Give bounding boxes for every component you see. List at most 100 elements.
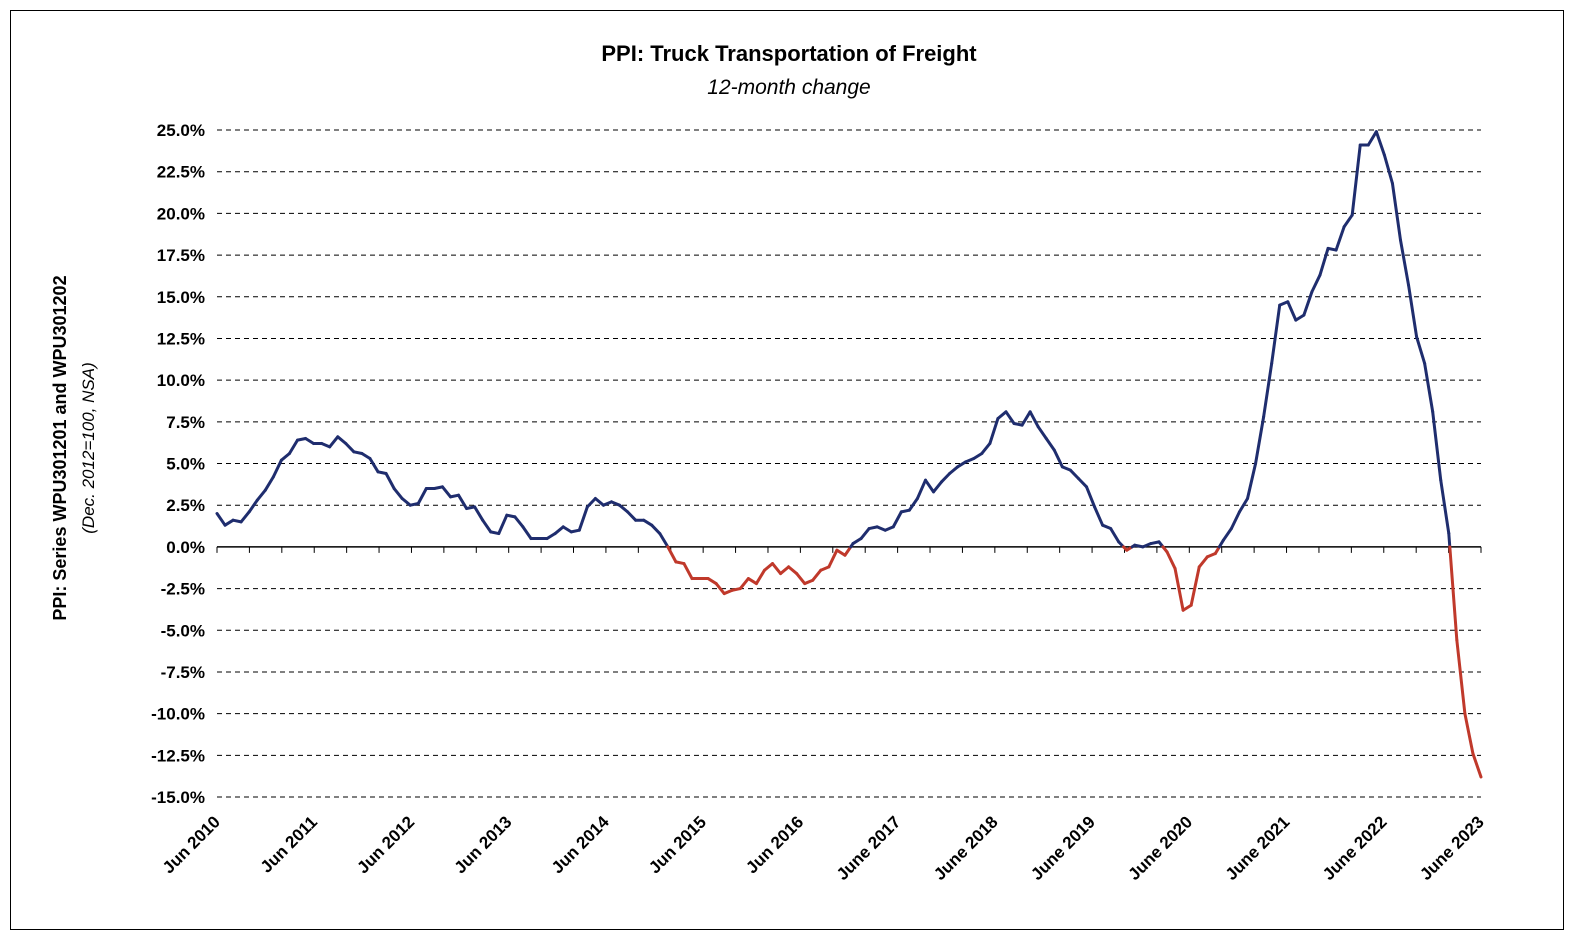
x-tick-label: June 2021 xyxy=(1222,812,1294,884)
series-segment xyxy=(328,435,340,449)
series-segment xyxy=(658,532,670,549)
y-tick-label: 5.0% xyxy=(166,455,205,474)
series-segment xyxy=(626,510,638,522)
series-segment xyxy=(1262,361,1274,419)
series-segment xyxy=(1189,565,1201,607)
y-tick-label: 12.5% xyxy=(157,329,205,348)
series-segment xyxy=(1415,335,1427,365)
series-segment xyxy=(1221,527,1233,542)
series-segment xyxy=(642,518,654,527)
chart-title: PPI: Truck Transportation of Freight xyxy=(601,41,977,66)
series-segment xyxy=(1366,130,1378,147)
series-segment xyxy=(618,503,630,514)
series-segment xyxy=(948,465,960,476)
series-segment xyxy=(1374,130,1386,157)
series-segment xyxy=(1068,468,1080,481)
series-segment xyxy=(1052,448,1064,469)
series-segment xyxy=(1382,153,1394,185)
series-segment xyxy=(682,562,694,581)
y-tick-label: 15.0% xyxy=(157,288,205,307)
series-segment xyxy=(1254,415,1266,465)
y-tick-label: 20.0% xyxy=(157,204,205,223)
y-tick-label: -7.5% xyxy=(161,663,205,682)
x-tick-label: June 2020 xyxy=(1125,812,1197,884)
series-segment xyxy=(1439,478,1451,536)
series-segment xyxy=(940,472,952,484)
y-axis-ticks: 25.0% 22.5% 20.0% 17.5% 15.0% 12.5% 10.0% 7.5% 5… xyxy=(151,121,205,807)
series-segment xyxy=(1044,436,1056,452)
series-segment xyxy=(593,497,605,507)
series-segment xyxy=(827,548,839,569)
series-segment xyxy=(263,475,275,492)
x-tick-label: June 2018 xyxy=(930,812,1002,884)
line-chart: PPI: Truck Transportation of Freight 12-… xyxy=(50,41,1488,884)
x-tick-label: Jun 2011 xyxy=(257,812,321,876)
series-segment xyxy=(521,525,533,541)
y-tick-label: -2.5% xyxy=(161,580,205,599)
y-tick-label: -12.5% xyxy=(151,746,205,765)
series-segment xyxy=(746,577,758,586)
series-segment xyxy=(762,562,775,572)
series-segment xyxy=(1318,246,1330,277)
series-segment xyxy=(1004,410,1016,425)
series-segment xyxy=(360,451,372,460)
series-segment xyxy=(1028,410,1040,429)
series-segment xyxy=(980,441,992,455)
series-segment xyxy=(988,416,1000,445)
series-segment xyxy=(1334,225,1346,252)
series-segment xyxy=(650,523,662,536)
x-tick-label: June 2019 xyxy=(1027,812,1099,884)
series-segment xyxy=(1246,462,1258,501)
series-segment xyxy=(1237,497,1250,514)
series-segment xyxy=(851,537,863,546)
series-segment xyxy=(392,487,404,501)
x-tick-label: June 2017 xyxy=(833,812,905,884)
series-segment xyxy=(859,527,871,541)
series-segment xyxy=(255,488,267,502)
series-segment xyxy=(1302,290,1314,317)
series-segment xyxy=(795,572,807,586)
x-axis-ticks: Jun 2010 Jun 2011 Jun 2012 Jun 2013 Jun 2014… xyxy=(159,812,1488,884)
series-segment xyxy=(223,518,235,527)
series-segment xyxy=(771,562,783,576)
series-segment xyxy=(561,525,573,534)
y-tick-label: 17.5% xyxy=(157,246,205,265)
series-segment xyxy=(1431,410,1443,482)
series-segment xyxy=(344,441,356,454)
series-segment xyxy=(1448,545,1459,642)
y-tick-label: 7.5% xyxy=(166,413,205,432)
x-tick-label: Jun 2015 xyxy=(645,812,710,877)
series-segment xyxy=(545,532,557,541)
series-segment xyxy=(666,545,678,564)
series-segment xyxy=(1294,313,1306,322)
series-segment xyxy=(1310,273,1322,294)
chart-subtitle: 12-month change xyxy=(707,76,870,99)
series-segment xyxy=(1173,567,1185,612)
gridlines xyxy=(217,129,1481,798)
x-tick-label: Jun 2010 xyxy=(159,812,224,877)
series-segment xyxy=(1407,283,1419,339)
y-tick-label: 0.0% xyxy=(166,538,205,557)
y-axis-label: PPI: Series WPU301201 and WPU301202 xyxy=(50,275,70,620)
series-segment xyxy=(1471,752,1483,779)
x-tick-label: Jun 2012 xyxy=(353,812,418,877)
series-segment xyxy=(287,438,300,455)
series-segment xyxy=(1165,550,1177,571)
series-segment xyxy=(1197,555,1209,569)
series-segment xyxy=(336,435,348,445)
series-segment xyxy=(440,485,452,499)
series-segment xyxy=(1270,303,1282,365)
series-segment xyxy=(1447,532,1452,549)
series-segment xyxy=(271,458,283,479)
series-segment xyxy=(215,512,227,527)
series-segment xyxy=(779,565,791,576)
series-segment xyxy=(553,525,565,536)
series-segment xyxy=(972,451,984,460)
series-segment xyxy=(811,568,823,582)
series-segment xyxy=(416,487,428,506)
series-segment xyxy=(1390,181,1402,242)
series-segment xyxy=(473,505,485,522)
y-tick-label: -15.0% xyxy=(151,788,205,807)
series-segment xyxy=(1423,361,1435,414)
y-tick-label: -5.0% xyxy=(161,621,205,640)
